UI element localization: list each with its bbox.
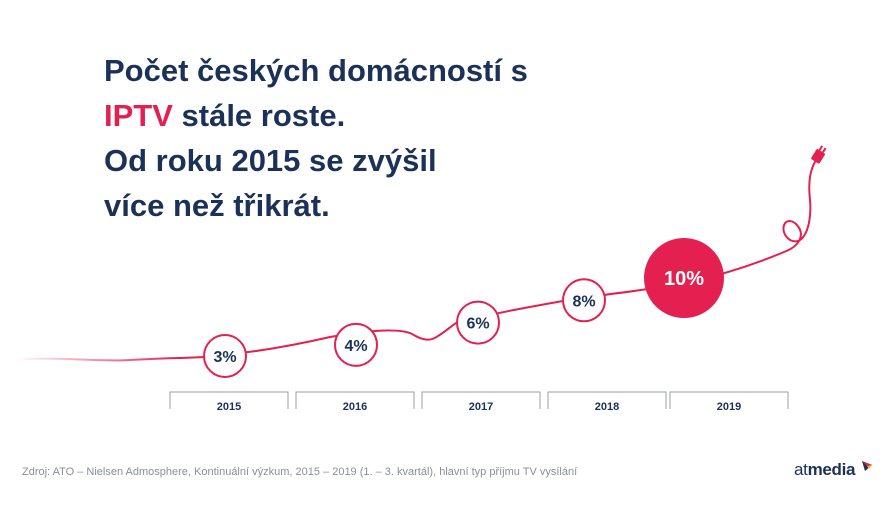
x-axis-bracket xyxy=(547,391,667,409)
page-title: Počet českých domácností s IPTV stále ro… xyxy=(104,48,528,228)
headline-line-1: Počet českých domácností s xyxy=(104,53,528,88)
data-label: 10% xyxy=(664,268,704,290)
data-point xyxy=(334,322,378,367)
logo-prefix: at xyxy=(794,460,808,479)
atmedia-logo: atmedia xyxy=(794,460,856,480)
x-tick-label: 2018 xyxy=(595,401,619,413)
x-axis-bracket xyxy=(421,391,541,409)
x-tick-label: 2016 xyxy=(343,401,367,413)
headline-line-4: více než třikrát. xyxy=(104,188,330,223)
data-points: 3% 4% 6% 8% 10% xyxy=(203,238,724,378)
cable-lead-in xyxy=(14,357,181,362)
data-label: 6% xyxy=(466,316,489,333)
data-label: 4% xyxy=(344,338,367,355)
data-point xyxy=(203,334,247,378)
cable-plug-icon xyxy=(811,145,827,164)
data-point xyxy=(644,238,724,318)
data-label: 8% xyxy=(572,293,595,310)
data-point xyxy=(562,278,606,323)
atmedia-logo-icon xyxy=(862,461,872,471)
x-axis: 2015 2016 2017 2018 2019 xyxy=(169,391,789,413)
x-tick-label: 2015 xyxy=(217,401,241,413)
data-label: 3% xyxy=(213,349,236,366)
headline-line-2: stále roste. xyxy=(172,98,346,133)
headline-line-3: Od roku 2015 se zvýšil xyxy=(104,143,437,178)
x-tick-label: 2017 xyxy=(469,401,493,413)
source-note: Zdroj: ATO – Nielsen Admosphere, Kontinu… xyxy=(22,466,578,478)
data-point xyxy=(456,300,500,345)
x-tick-label: 2019 xyxy=(717,401,741,413)
x-axis-bracket xyxy=(295,391,415,409)
x-axis-bracket xyxy=(669,391,789,409)
headline-accent-iptv: IPTV xyxy=(104,98,173,133)
logo-suffix: media xyxy=(807,460,856,479)
x-axis-bracket xyxy=(169,391,289,409)
